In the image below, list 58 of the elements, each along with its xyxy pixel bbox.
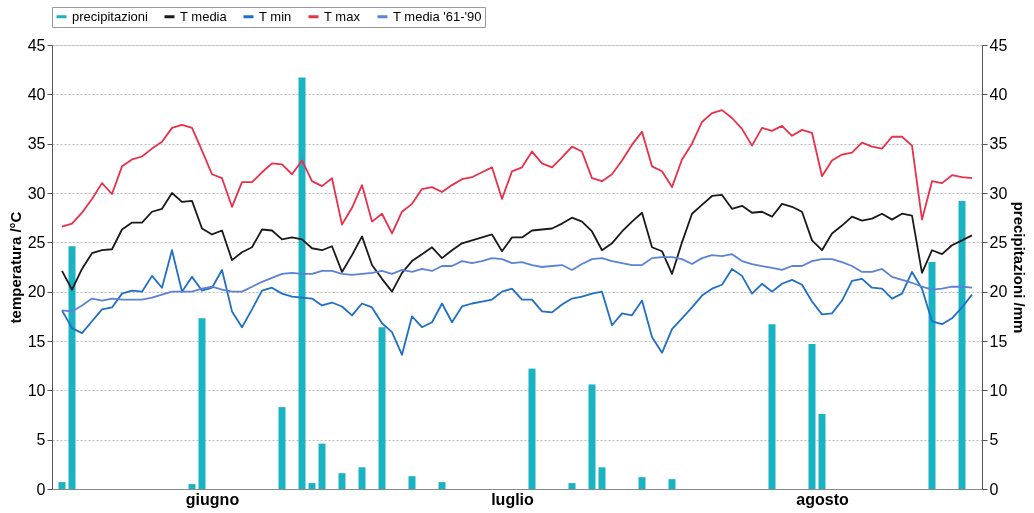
bar [668, 479, 676, 489]
bar [438, 482, 446, 489]
line-series [61, 109, 973, 235]
bar [818, 414, 826, 489]
y2-tick-label: 20 [989, 283, 1008, 301]
y2-tick-label: 15 [989, 332, 1008, 350]
y2-tick-label: 5 [989, 431, 999, 449]
y2-tick-label: 30 [989, 184, 1008, 202]
bar [188, 484, 196, 489]
y-tick-label: 20 [27, 283, 46, 301]
bar [598, 467, 606, 489]
bar [408, 476, 416, 489]
bar [928, 262, 936, 489]
y2-axis-title: precipitazioni /mm [1011, 201, 1029, 334]
bar [338, 473, 346, 489]
y-tick-label: 45 [27, 36, 46, 54]
bar [768, 324, 776, 489]
y2-tick-label: 40 [989, 85, 1008, 103]
y-tick-label: 10 [27, 381, 46, 399]
bar [58, 482, 66, 489]
x-tick-label: agosto [796, 490, 849, 508]
bar [278, 407, 286, 489]
bar [318, 443, 326, 489]
legend-label: T max [324, 8, 361, 24]
legend-label: T media '61-'90 [393, 8, 482, 24]
y2-tick-label: 45 [989, 36, 1008, 54]
bar [958, 200, 966, 489]
legend-label: T media [180, 8, 228, 24]
y-tick-label: 5 [36, 431, 46, 449]
y-tick-label: 15 [27, 332, 46, 350]
bar [298, 77, 306, 489]
bar [198, 318, 206, 489]
bar [808, 343, 816, 489]
bar [638, 477, 646, 489]
legend-label: precipitazioni [72, 8, 148, 24]
y-tick-label: 30 [27, 184, 46, 202]
y2-tick-label: 25 [989, 233, 1008, 251]
y2-tick-label: 35 [989, 135, 1008, 153]
x-tick-label: giugno [185, 490, 240, 508]
line-series [61, 249, 973, 356]
y-tick-label: 0 [36, 480, 46, 498]
bar [358, 467, 366, 489]
y2-tick-label: 0 [989, 480, 999, 498]
y2-tick-label: 10 [989, 381, 1008, 399]
bar [528, 368, 536, 489]
bar [308, 483, 316, 489]
bar [68, 246, 76, 489]
y-tick-label: 40 [27, 85, 46, 103]
bar [568, 483, 576, 489]
x-tick-label: luglio [491, 490, 535, 508]
line-series [61, 192, 973, 293]
y-tick-label: 35 [27, 135, 46, 153]
bar [588, 384, 596, 489]
bar [378, 327, 386, 489]
legend-label: T min [259, 8, 292, 24]
y-tick-label: 25 [27, 233, 46, 251]
line-series [61, 253, 973, 313]
y-axis-title: temperatura /°C [6, 211, 24, 324]
